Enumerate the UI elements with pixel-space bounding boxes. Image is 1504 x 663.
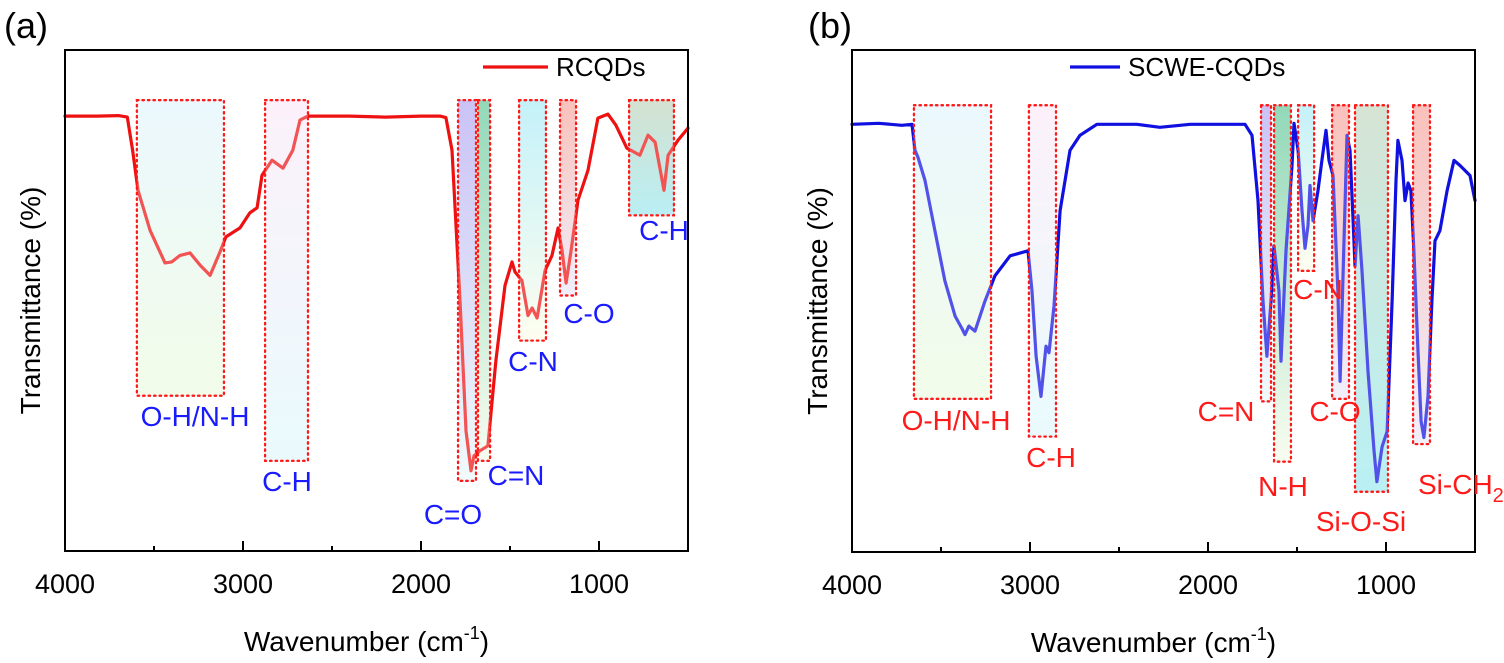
band-overlay xyxy=(135,98,226,397)
band-overlay xyxy=(1411,104,1432,446)
band-label: C-H xyxy=(639,215,689,246)
legend-label: SCWE-CQDs xyxy=(1128,52,1285,82)
band-overlay xyxy=(1272,104,1293,463)
y-axis-title: Transmittance (%) xyxy=(15,187,46,415)
band-overlay xyxy=(627,98,676,217)
band-overlay xyxy=(558,98,578,297)
x-tick-label: 2000 xyxy=(391,569,451,599)
legend: SCWE-CQDs xyxy=(1070,52,1285,82)
band-overlay xyxy=(1259,104,1273,403)
band-label: O-H/N-H xyxy=(902,405,1011,436)
band-overlay xyxy=(263,98,310,462)
panel-label: (b) xyxy=(808,5,852,46)
band-label: C=O xyxy=(424,499,482,530)
band-label: C-O xyxy=(1309,396,1360,427)
band-overlay xyxy=(1296,104,1316,272)
y-axis-title: Transmittance (%) xyxy=(802,187,833,415)
band-label: C-H xyxy=(1026,442,1076,473)
band-label: Si-O-Si xyxy=(1316,506,1406,537)
x-tick-label: 4000 xyxy=(35,569,95,599)
x-tick-label: 3000 xyxy=(1000,570,1060,600)
band-overlay xyxy=(1330,104,1351,400)
band-overlay xyxy=(1027,104,1058,438)
x-axis-title: Wavenumber (cm-1) xyxy=(244,623,489,657)
band-label: C-N xyxy=(508,346,558,377)
panel-b: (b) 4000 3000 2000 1000 Wavenumber (cm-1) Tran… xyxy=(802,5,1504,658)
band-label: C=N xyxy=(488,460,545,491)
band-overlay xyxy=(517,98,548,342)
band-overlay xyxy=(456,98,478,482)
panel-a: (a) 4000 3000 2000 1000 Wavenumber (cm-1) Tran… xyxy=(4,5,690,657)
plot-frame xyxy=(851,49,1476,553)
band-label: Si-CH2 xyxy=(1418,469,1504,507)
x-tick-label: 4000 xyxy=(822,570,882,600)
x-tick-label: 3000 xyxy=(213,569,273,599)
band-label: C-H xyxy=(262,466,312,497)
x-tick-label: 2000 xyxy=(1178,570,1238,600)
band-label: N-H xyxy=(1258,471,1308,502)
band-overlay xyxy=(912,104,993,400)
x-axis-title: Wavenumber (cm-1) xyxy=(1031,624,1276,658)
band-label: C-N xyxy=(1293,274,1343,305)
band-label: O-H/N-H xyxy=(141,401,250,432)
legend-label: RCQDs xyxy=(556,52,646,82)
panel-label: (a) xyxy=(4,5,48,46)
band-label: C=N xyxy=(1198,396,1255,427)
series-line-rcqds xyxy=(63,112,690,473)
band-overlay xyxy=(1353,104,1390,493)
band-overlay xyxy=(476,98,492,462)
plot-frame xyxy=(64,49,689,552)
band-label: C-O xyxy=(563,298,614,329)
x-tick-label: 1000 xyxy=(1356,570,1416,600)
x-tick-label: 1000 xyxy=(569,569,629,599)
legend: RCQDs xyxy=(483,52,646,82)
